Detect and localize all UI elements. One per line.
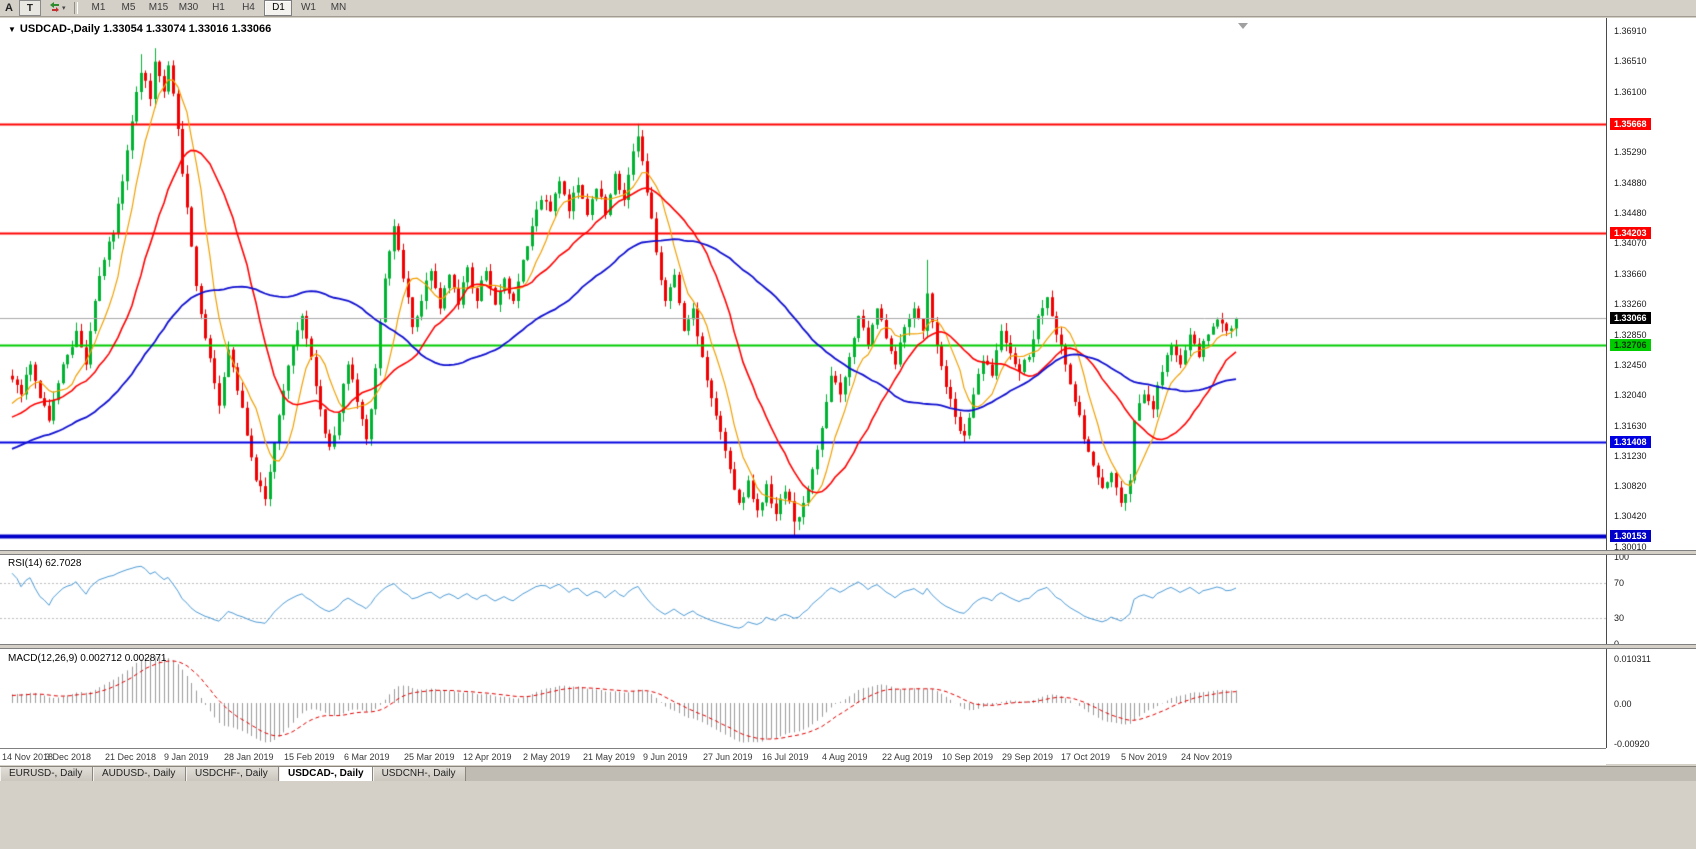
one-click-trading-icon[interactable]: ▼ bbox=[8, 24, 16, 34]
chart-tab-bar: EURUSD-, Daily AUDUSD-, Daily USDCHF-, Dai… bbox=[0, 766, 1696, 782]
axis-tick-label: 100 bbox=[1614, 552, 1630, 562]
price-line-label: 1.30153 bbox=[1610, 530, 1651, 543]
date-label: 22 Aug 2019 bbox=[882, 752, 933, 762]
axis-tick-label: 1.34880 bbox=[1614, 177, 1647, 188]
axis-tick-label: 1.33260 bbox=[1614, 298, 1647, 309]
axis-tick-label: 1.31230 bbox=[1614, 450, 1647, 461]
chart-tab-usdchf[interactable]: USDCHF-, Daily bbox=[186, 767, 279, 782]
timeframe-mn[interactable]: MN bbox=[330, 2, 347, 13]
window-filler bbox=[0, 781, 1696, 849]
date-label: 9 Jun 2019 bbox=[643, 752, 688, 762]
date-label: 21 May 2019 bbox=[583, 752, 636, 762]
timeframe-m15[interactable]: M15 bbox=[148, 2, 169, 13]
chart-tab-usdcad[interactable]: USDCAD-, Daily bbox=[279, 767, 373, 782]
axis-tick-label: 0.010311 bbox=[1614, 654, 1651, 664]
price-line-label: 1.35668 bbox=[1610, 117, 1651, 130]
rsi-label: RSI(14) 62.7028 bbox=[8, 558, 82, 569]
timeframe-buttons: M1 M5 M15 M30 H1 H4 D1 W1 MN bbox=[84, 0, 354, 16]
toolbar: A T ▾ M1 M5 M15 M30 H1 H4 D1 W1 MN bbox=[0, 0, 1696, 17]
axis-tick-label: 0.00 bbox=[1614, 699, 1632, 709]
axis-tick-label: -0.00920 bbox=[1614, 739, 1650, 750]
time-scale[interactable]: 14 Nov 2018 3 Dec 2018 21 Dec 2018 9 Jan 20… bbox=[0, 748, 1606, 765]
date-label: 29 Sep 2019 bbox=[1002, 752, 1054, 762]
timeframe-m5[interactable]: M5 bbox=[121, 2, 136, 13]
date-label: 17 Oct 2019 bbox=[1061, 752, 1111, 762]
date-label: 25 Mar 2019 bbox=[404, 752, 455, 762]
axis-tick-label: 1.32450 bbox=[1614, 359, 1647, 370]
macd-label: MACD(12,26,9) 0.002712 0.002871 bbox=[8, 653, 167, 664]
macd-indicator-canvas[interactable] bbox=[0, 650, 1606, 748]
date-label: 10 Sep 2019 bbox=[942, 752, 994, 762]
date-label: 15 Feb 2019 bbox=[284, 752, 335, 762]
order-arrows-icon bbox=[48, 0, 61, 17]
price-chart-canvas[interactable] bbox=[0, 22, 1606, 552]
toolbar-separator bbox=[74, 2, 79, 14]
date-label: 5 Nov 2019 bbox=[1121, 752, 1168, 762]
timeframe-d1[interactable]: D1 bbox=[264, 0, 293, 16]
toolbar-grip: A bbox=[5, 2, 13, 14]
axis-tick-label: 1.32040 bbox=[1614, 390, 1647, 401]
axis-tick-label: 1.33660 bbox=[1614, 269, 1647, 280]
date-label: 3 Dec 2018 bbox=[45, 752, 92, 762]
date-label: 2 May 2019 bbox=[523, 752, 571, 762]
chart-tab-eurusd[interactable]: EURUSD-, Daily bbox=[0, 767, 93, 782]
price-line-label: 1.34203 bbox=[1610, 227, 1651, 240]
date-label: 27 Jun 2019 bbox=[703, 752, 753, 762]
axis-tick-label: 1.36510 bbox=[1614, 55, 1647, 66]
price-line-label: 1.32706 bbox=[1610, 339, 1651, 352]
axis-tick-label: 30 bbox=[1614, 612, 1625, 623]
axis-tick-label: 1.30420 bbox=[1614, 511, 1647, 522]
axis-tick-label: 1.31630 bbox=[1614, 420, 1647, 431]
timeframe-m30[interactable]: M30 bbox=[178, 2, 199, 13]
date-label: 28 Jan 2019 bbox=[224, 752, 274, 762]
chevron-down-icon: ▾ bbox=[61, 5, 66, 12]
axis-tick-label: 1.34070 bbox=[1614, 238, 1647, 249]
timeframe-h4[interactable]: H4 bbox=[242, 2, 255, 13]
date-label: 24 Nov 2019 bbox=[1181, 752, 1233, 762]
date-label: 16 Jul 2019 bbox=[762, 752, 809, 762]
axis-tick-label: 1.36100 bbox=[1614, 86, 1647, 97]
timeframe-m1[interactable]: M1 bbox=[91, 2, 106, 13]
axis-tick-label: 1.34480 bbox=[1614, 207, 1647, 218]
axis-tick-label: 70 bbox=[1614, 578, 1625, 589]
timeframe-h1[interactable]: H1 bbox=[212, 2, 225, 13]
chart-tab-audusd[interactable]: AUDUSD-, Daily bbox=[93, 767, 186, 782]
chart-tab-usdcnh[interactable]: USDCNH-, Daily bbox=[372, 767, 466, 782]
date-label: 14 Nov 2018 bbox=[2, 752, 54, 762]
chart-area: ▼ USDCAD-,Daily 1.33054 1.33074 1.33016 … bbox=[0, 18, 1696, 765]
price-scale[interactable]: 1.369101.365101.361001.356901.352901.348… bbox=[1606, 18, 1696, 750]
order-arrows-button[interactable]: ▾ bbox=[45, 0, 69, 16]
text-tool-button[interactable]: T bbox=[18, 0, 41, 16]
price-line-label: 1.31408 bbox=[1610, 436, 1651, 449]
date-label: 21 Dec 2018 bbox=[105, 752, 157, 762]
price-line-label: 1.33066 bbox=[1610, 312, 1651, 325]
pane-separator[interactable] bbox=[0, 644, 1696, 649]
axis-tick-label: 1.36910 bbox=[1614, 26, 1647, 36]
date-label: 4 Aug 2019 bbox=[822, 752, 868, 762]
axis-tick-label: 1.30820 bbox=[1614, 481, 1647, 492]
chart-title: ▼ USDCAD-,Daily 1.33054 1.33074 1.33016 … bbox=[8, 23, 271, 35]
chart-shift-marker[interactable] bbox=[1238, 23, 1248, 29]
rsi-indicator-canvas[interactable] bbox=[0, 556, 1606, 645]
pane-separator[interactable] bbox=[0, 550, 1696, 555]
date-label: 12 Apr 2019 bbox=[463, 752, 512, 762]
date-label: 9 Jan 2019 bbox=[164, 752, 209, 762]
axis-tick-label: 1.30010 bbox=[1614, 542, 1647, 552]
date-label: 6 Mar 2019 bbox=[344, 752, 390, 762]
chart-title-text: USDCAD-,Daily 1.33054 1.33074 1.33016 1.… bbox=[19, 23, 272, 35]
timeframe-w1[interactable]: W1 bbox=[300, 2, 316, 13]
axis-tick-label: 1.35290 bbox=[1614, 147, 1647, 158]
axis-tick-label: 1.32850 bbox=[1614, 329, 1647, 340]
